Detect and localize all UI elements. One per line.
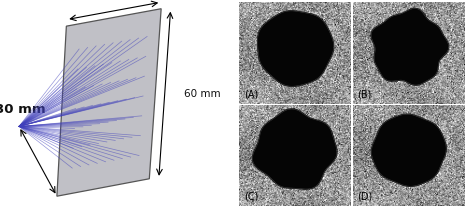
Polygon shape xyxy=(257,11,334,86)
Text: 30 mm: 30 mm xyxy=(0,102,46,116)
Polygon shape xyxy=(57,9,161,196)
Polygon shape xyxy=(371,9,449,85)
Text: (A): (A) xyxy=(244,90,258,99)
Text: (D): (D) xyxy=(357,192,373,202)
Text: (C): (C) xyxy=(244,192,258,202)
Polygon shape xyxy=(372,114,446,186)
Text: (B): (B) xyxy=(357,90,372,99)
Polygon shape xyxy=(253,109,337,189)
Text: 60 mm: 60 mm xyxy=(95,0,132,2)
Text: 60 mm: 60 mm xyxy=(184,89,220,99)
